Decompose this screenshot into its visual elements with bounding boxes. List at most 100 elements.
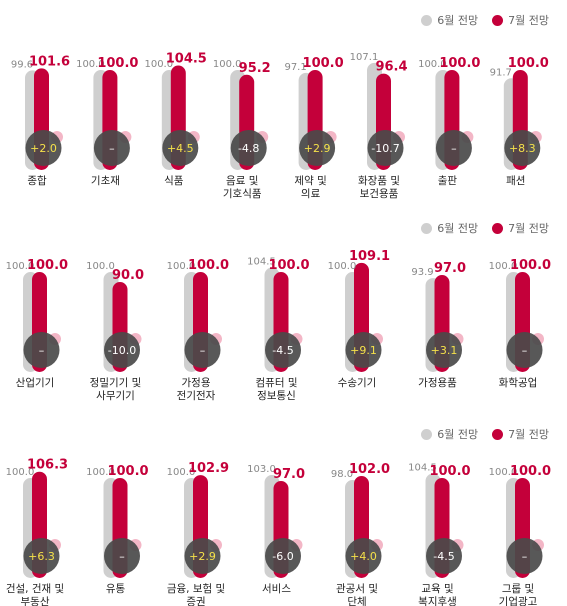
- category-label: 기업광고: [499, 595, 538, 606]
- value-label-curr: 100.0: [439, 56, 480, 71]
- diff-label: –: [119, 550, 125, 563]
- diff-circle: [345, 332, 382, 368]
- value-label-prev: 100.0: [86, 467, 115, 478]
- value-label-prev: 103.0: [247, 464, 276, 475]
- category-label: 유통: [106, 583, 126, 595]
- legend-item-curr: 7월 전망: [492, 12, 549, 28]
- legend-label-curr: 7월 전망: [508, 222, 549, 235]
- diff-circle: [230, 130, 267, 166]
- value-label-curr: 100.0: [303, 56, 344, 71]
- category-label: 기초재: [91, 175, 120, 187]
- value-label-prev: 100.0: [167, 467, 196, 478]
- diff-circle: [23, 538, 60, 574]
- category-label: 교육 및: [421, 583, 453, 595]
- diff-label: +9.1: [350, 344, 377, 357]
- value-label-curr: 100.0: [510, 258, 551, 273]
- diff-label: +2.0: [30, 142, 57, 155]
- legend-item-prev: 6월 전망: [421, 220, 478, 236]
- value-label-prev: 100.0: [144, 59, 173, 70]
- value-label-prev: 100.0: [167, 261, 196, 272]
- value-label-curr: 100.0: [510, 464, 551, 479]
- diff-label: +3.1: [431, 344, 458, 357]
- chart-panel-1: +2.099.6101.6종합–100.0100.0기초재+4.5100.010…: [11, 52, 549, 201]
- diff-circle: [367, 130, 404, 166]
- value-label-curr: 101.6: [29, 54, 70, 69]
- legend-dot-prev: [421, 14, 433, 26]
- category-label: 금융, 보험 및: [167, 583, 225, 595]
- category-group: -6.0 103.097.0 서비스: [247, 464, 305, 595]
- diff-circle: [184, 538, 221, 574]
- diff-circle: [93, 130, 130, 166]
- value-label-prev: 107.1: [350, 52, 379, 63]
- legend-top: 6월 전망 7월 전망: [407, 12, 549, 28]
- category-group: +3.1 93.9 97.0 가정용품: [411, 261, 466, 389]
- legend-label-prev: 6월 전망: [437, 222, 479, 235]
- diff-circle: [265, 538, 301, 574]
- diff-circle: [426, 332, 462, 368]
- value-label-prev: 104.5: [247, 257, 276, 268]
- legend-label-prev: 6월 전망: [437, 428, 479, 441]
- diff-circle: [345, 538, 382, 574]
- category-label: 식품: [164, 175, 184, 187]
- diff-circle: [299, 130, 336, 166]
- diff-label: -4.5: [433, 550, 454, 563]
- legend-dot-prev: [421, 222, 433, 234]
- diff-label: +2.9: [304, 142, 331, 155]
- category-label: 산업기기: [16, 376, 55, 389]
- diff-label: -4.8: [238, 142, 259, 155]
- legend-label-curr: 7월 전망: [508, 428, 549, 441]
- category-label: 정보통신: [257, 390, 296, 402]
- value-label-curr: 106.3: [27, 458, 68, 473]
- value-label-prev: 97.1: [284, 62, 306, 73]
- diff-label: –: [39, 344, 45, 357]
- diff-circle: [25, 130, 62, 166]
- value-label-curr: 100.0: [188, 258, 229, 273]
- diff-circle: [104, 538, 140, 574]
- diff-circle: [104, 332, 140, 368]
- value-label-prev: 100.0: [489, 467, 518, 478]
- diff-label: -4.5: [272, 344, 293, 357]
- diff-circle: [504, 130, 541, 166]
- value-label-curr: 100.0: [97, 56, 138, 71]
- value-label-prev: 100.0: [489, 261, 518, 272]
- legend-item-prev: 6월 전망: [421, 426, 478, 442]
- legend-item-curr: 7월 전망: [492, 220, 549, 236]
- value-label-curr: 102.9: [188, 461, 229, 476]
- category-label: 건설, 건재 및: [6, 583, 64, 595]
- category-label: 그룹 및: [502, 583, 534, 595]
- diff-circle: [506, 332, 543, 368]
- category-label: 가정용: [182, 377, 211, 389]
- value-label-curr: 104.5: [166, 52, 207, 67]
- value-label-curr: 90.0: [112, 268, 144, 283]
- legend-label-curr: 7월 전망: [508, 14, 549, 27]
- diff-circle: [184, 332, 221, 368]
- category-label: 증권: [186, 596, 205, 606]
- category-label: 전기전자: [177, 390, 216, 402]
- value-label-curr: 97.0: [273, 467, 305, 482]
- legend-item-curr: 7월 전망: [492, 426, 549, 442]
- category-label: 화학공업: [499, 376, 538, 389]
- value-label-curr: 100.0: [268, 258, 309, 273]
- diff-circle: [23, 332, 60, 368]
- category-label: 보건용품: [360, 188, 399, 200]
- diff-label: +8.3: [509, 142, 536, 155]
- category-label: 종합: [27, 175, 47, 187]
- value-label-prev: 100.0: [76, 59, 105, 70]
- category-label: 음료 및: [226, 175, 258, 187]
- category-label: 기호식품: [223, 188, 262, 200]
- value-label-curr: 97.0: [434, 261, 466, 276]
